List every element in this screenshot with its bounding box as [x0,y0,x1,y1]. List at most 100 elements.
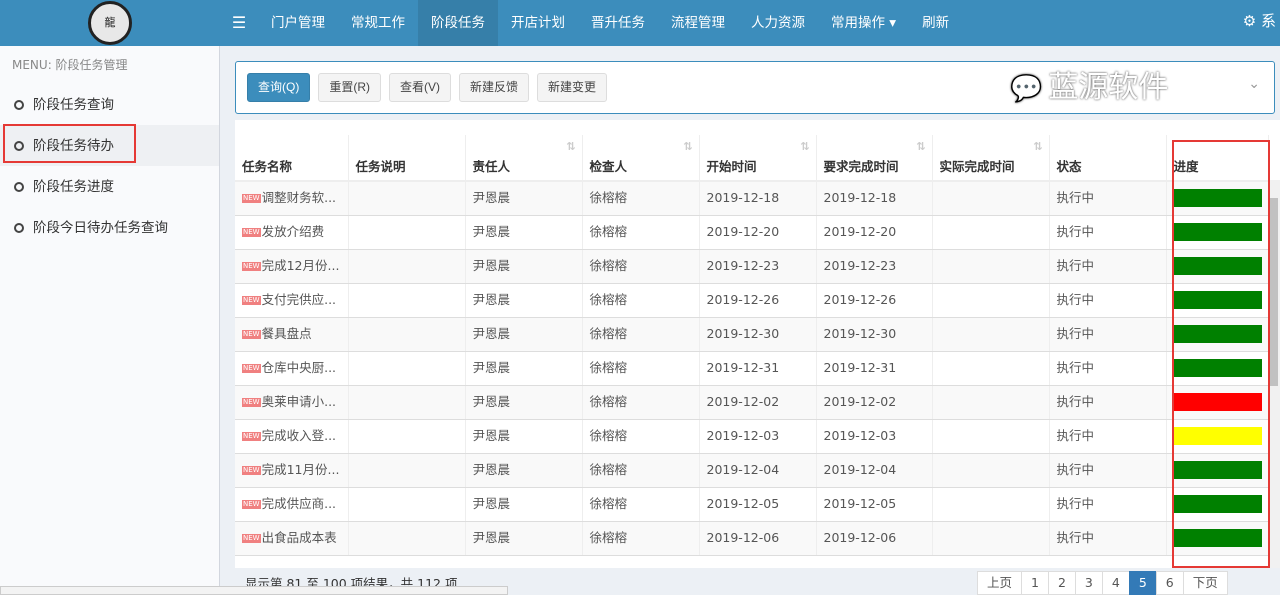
table-row[interactable]: NEW 支付完供应... 尹恩晨 徐榕榕 2019-12-26 2019-12-26 执行中 [235,283,1269,318]
cell-status: 执行中 [1049,453,1167,488]
logo[interactable]: 龍 [0,0,220,46]
sort-icon[interactable]: ⇅ [683,140,693,153]
nav-item[interactable]: 开店计划 [511,15,565,31]
toolbar-button[interactable]: 新建变更 [537,73,608,102]
table-row[interactable]: NEW 奥莱申请小... 尹恩晨 徐榕榕 2019-12-02 2019-12-02 执行中 [235,385,1269,420]
column-header[interactable]: 任务名称 [235,135,349,182]
cell-owner: 尹恩晨 [465,453,583,488]
nav-item[interactable]: 常规工作 [351,15,405,31]
new-badge: NEW [242,296,261,305]
cell-text: 徐榕榕 [589,394,628,409]
column-header-label: 状态 [1056,159,1082,174]
progress-bar [1173,461,1262,479]
table-row[interactable]: NEW 完成11月份... 尹恩晨 徐榕榕 2019-12-04 2019-12-04 执行… [235,453,1269,488]
sort-icon[interactable]: ⇅ [800,140,810,153]
column-header[interactable]: 检查人 ⇅ [582,135,700,182]
page-button[interactable]: 下页 [1182,571,1228,595]
table-row[interactable]: NEW 餐具盘点 尹恩晨 徐榕榕 2019-12-30 2019-12-30 执行中 [235,317,1269,352]
cell-progress [1166,283,1269,318]
cell-owner: 尹恩晨 [465,351,583,386]
column-header[interactable]: 实际完成时间 ⇅ [932,135,1050,182]
cell-name: NEW 完成收入登... [235,419,349,454]
cell-text: 2019-12-02 [823,394,897,409]
collapse-chevron-icon[interactable]: ⌄ [1248,76,1260,92]
page-button[interactable]: 3 [1074,571,1103,595]
sort-icon[interactable]: ⇅ [1033,140,1043,153]
toolbar-button[interactable]: 查询(Q) [247,73,311,102]
column-header[interactable]: 责任人 ⇅ [465,135,583,182]
cell-start: 2019-12-20 [699,215,817,250]
table-row[interactable]: NEW 完成收入登... 尹恩晨 徐榕榕 2019-12-03 2019-12-03 执行中 [235,419,1269,454]
menu-toggle-icon[interactable]: ☰ [231,13,247,32]
column-header[interactable]: 要求完成时间 ⇅ [816,135,933,182]
table-row[interactable]: NEW 完成12月份... 尹恩晨 徐榕榕 2019-12-23 2019-12-23 执行… [235,249,1269,284]
page-button[interactable]: 1 [1021,571,1049,595]
sidebar-item[interactable]: 阶段任务查询 [0,84,219,125]
cell-text: 执行中 [1056,394,1095,409]
column-header-label: 进度 [1173,159,1199,174]
table-scrollbar[interactable] [1268,180,1280,568]
sidebar-item-label: 阶段今日待办任务查询 [33,219,168,236]
sort-icon[interactable]: ⇅ [566,140,576,153]
column-header[interactable]: 开始时间 ⇅ [699,135,817,182]
table-row[interactable]: NEW 出食品成本表 尹恩晨 徐榕榕 2019-12-06 2019-12-06 执行中 [235,521,1269,556]
cell-checker: 徐榕榕 [582,453,700,488]
cell-actual [932,385,1050,420]
column-header[interactable]: 状态 [1049,135,1167,182]
cell-due: 2019-12-31 [816,351,933,386]
cell-text: 执行中 [1056,326,1095,341]
toolbar-button[interactable]: 查看(V) [389,73,451,102]
sidebar-item[interactable]: 阶段任务进度 [0,166,219,207]
table-row[interactable]: NEW 完成供应商... 尹恩晨 徐榕榕 2019-12-05 2019-12-05 执行中 [235,487,1269,522]
settings-gear-icon[interactable]: ⚙ 系 [1242,12,1276,30]
sidebar-item[interactable]: 阶段今日待办任务查询 [0,207,219,248]
nav-item[interactable]: 常用操作 ▾ [831,15,897,31]
nav-item[interactable]: 流程管理 [671,15,725,31]
cell-name: NEW 调整财务软... [235,181,349,216]
page-button[interactable]: 6 [1155,571,1184,595]
cell-text: 徐榕榕 [589,530,628,545]
column-header[interactable]: 进度 [1166,135,1269,182]
toolbar-button[interactable]: 重置(R) [318,73,381,102]
cell-start: 2019-12-04 [699,453,817,488]
cell-due: 2019-12-30 [816,317,933,352]
sort-icon[interactable]: ⇅ [916,140,926,153]
toolbar-button[interactable]: 新建反馈 [459,73,530,102]
cell-actual [932,351,1050,386]
new-badge: NEW [242,534,261,543]
cell-text: 徐榕榕 [589,224,628,239]
nav-item[interactable]: 阶段任务 [418,0,498,46]
user-menu-label[interactable]: 系 [1260,12,1276,30]
table-row[interactable]: NEW 仓库中央厨... 尹恩晨 徐榕榕 2019-12-31 2019-12-31 执行中 [235,351,1269,386]
nav-item[interactable]: 人力资源 [751,15,805,31]
cell-text: 执行中 [1056,190,1095,206]
cell-owner: 尹恩晨 [465,419,583,454]
page-button[interactable]: 5 [1128,571,1157,595]
cell-start: 2019-12-26 [699,283,817,318]
table-row[interactable]: NEW 发放介绍费 尹恩晨 徐榕榕 2019-12-20 2019-12-20 执行中 [235,215,1269,250]
table-row[interactable]: NEW 调整财务软... 尹恩晨 徐榕榕 2019-12-18 2019-12-18 执行中 [235,181,1269,216]
cell-text: 调整财务软... [261,190,337,206]
cell-progress [1166,385,1269,420]
column-header-label: 要求完成时间 [823,159,899,174]
column-header[interactable]: 任务说明 [348,135,466,182]
wechat-icon: 💬 [1010,74,1043,104]
cell-desc [348,181,466,216]
cell-text: 尹恩晨 [472,292,511,307]
sidebar-item[interactable]: 阶段任务待办 [0,125,219,166]
cell-owner: 尹恩晨 [465,215,583,250]
cell-text: 2019-12-06 [823,530,897,545]
scrollbar-thumb[interactable] [1270,198,1278,386]
cell-actual [932,521,1050,556]
progress-bar [1173,359,1262,377]
new-badge: NEW [242,228,261,237]
nav-item[interactable]: 刷新 [922,15,950,31]
nav-item[interactable]: 晋升任务 [591,15,645,31]
cell-name: NEW 完成供应商... [235,487,349,522]
cell-desc [348,419,466,454]
page-button[interactable]: 4 [1101,571,1130,595]
page-button[interactable]: 2 [1047,571,1076,595]
nav-item[interactable]: 门户管理 [271,15,325,31]
cell-progress [1166,249,1269,284]
page-button[interactable]: 上页 [977,571,1023,595]
